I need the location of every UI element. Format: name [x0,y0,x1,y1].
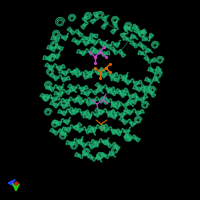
Polygon shape [123,35,137,41]
Polygon shape [74,127,96,133]
Polygon shape [68,86,88,90]
Polygon shape [100,99,120,105]
Polygon shape [88,156,102,160]
Polygon shape [43,54,61,60]
Polygon shape [140,89,156,95]
Polygon shape [54,88,76,96]
Polygon shape [138,49,152,55]
Polygon shape [40,95,60,101]
Polygon shape [46,86,64,90]
Polygon shape [101,152,115,158]
Polygon shape [62,125,82,131]
Polygon shape [51,35,69,41]
Polygon shape [125,25,139,31]
Polygon shape [128,97,148,103]
Polygon shape [117,92,139,98]
Polygon shape [61,97,83,103]
Polygon shape [108,112,128,118]
Polygon shape [82,15,88,29]
Polygon shape [84,69,106,75]
Polygon shape [124,110,144,114]
Polygon shape [88,126,108,130]
Polygon shape [100,127,120,133]
Polygon shape [77,50,99,54]
Polygon shape [144,57,156,63]
Polygon shape [72,40,92,44]
Polygon shape [104,142,120,148]
Polygon shape [50,130,66,134]
Polygon shape [103,15,107,29]
Polygon shape [108,90,128,94]
Polygon shape [47,46,63,50]
Polygon shape [92,12,98,24]
Polygon shape [134,30,146,34]
Polygon shape [90,49,110,55]
Polygon shape [83,112,103,118]
Polygon shape [89,39,107,45]
Polygon shape [148,68,162,72]
Polygon shape [45,65,65,69]
Polygon shape [124,136,140,140]
Polygon shape [143,35,153,41]
Polygon shape [78,142,98,148]
Polygon shape [111,75,129,81]
Polygon shape [75,99,95,105]
Polygon shape [122,79,142,85]
Polygon shape [122,27,128,37]
Polygon shape [113,129,131,135]
Polygon shape [53,119,71,125]
Polygon shape [50,75,70,81]
Polygon shape [145,78,159,82]
Polygon shape [95,110,117,114]
Polygon shape [111,102,133,108]
Polygon shape [72,72,92,78]
Polygon shape [103,42,121,48]
Polygon shape [133,86,151,90]
Polygon shape [112,22,118,34]
Polygon shape [58,110,78,114]
Polygon shape [98,73,118,77]
Polygon shape [50,103,70,107]
Polygon shape [95,85,115,91]
Polygon shape [69,109,91,115]
Polygon shape [82,34,98,40]
Polygon shape [67,29,83,35]
Polygon shape [87,98,109,102]
Polygon shape [75,152,89,158]
Polygon shape [59,70,81,74]
Polygon shape [66,139,84,145]
Polygon shape [81,89,103,95]
Polygon shape [91,140,109,144]
Polygon shape [110,49,126,55]
Polygon shape [130,42,146,48]
Polygon shape [119,119,137,125]
